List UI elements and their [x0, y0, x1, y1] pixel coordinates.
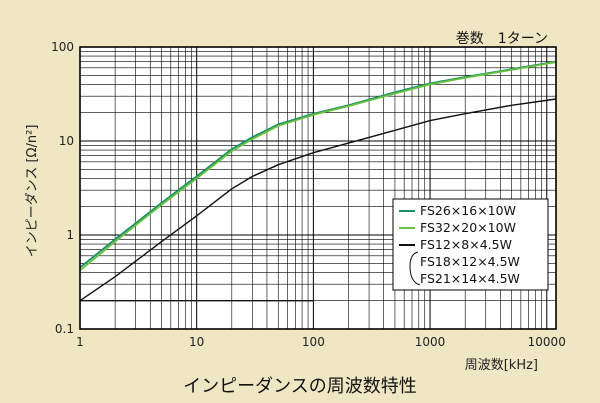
- legend-group-bracket: [409, 251, 421, 286]
- x-tick-label: 1: [76, 335, 84, 349]
- x-tick-label: 1000: [415, 335, 446, 349]
- legend-box: [392, 198, 549, 291]
- y-tick-labels: 0.1 1 10 100: [51, 40, 74, 336]
- y-tick-label: 1: [66, 228, 74, 242]
- x-tick-label: 10000: [528, 335, 566, 349]
- legend-label: FS26×16×10W: [420, 203, 516, 218]
- x-axis-label: 周波数[kHz]: [465, 358, 538, 373]
- y-tick-label: 0.1: [55, 322, 74, 336]
- legend: FS26×16×10W FS32×20×10W FS12×8×4.5W FS18…: [392, 198, 549, 291]
- legend-label: FS21×14×4.5W: [420, 271, 520, 286]
- legend-label: FS32×20×10W: [420, 220, 516, 235]
- series-line: [79, 98, 557, 302]
- legend-label: FS18×12×4.5W: [420, 254, 520, 269]
- plot-frame: [79, 46, 557, 330]
- x-tick-labels: 1 10 100 1000 10000: [76, 335, 566, 349]
- legend-label: FS12×8×4.5W: [420, 237, 512, 252]
- series-line: [79, 61, 557, 272]
- x-tick-label: 100: [302, 335, 325, 349]
- chart-title: インピーダンスの周波数特性: [183, 376, 417, 397]
- y-tick-label: 100: [51, 40, 74, 54]
- y-tick-label: 10: [59, 134, 74, 148]
- x-tick-label: 10: [189, 335, 204, 349]
- turns-note: 巻数 1ターン: [456, 31, 548, 47]
- y-axis-label: インピーダンス [Ω/n²]: [25, 125, 40, 258]
- series-layer: [79, 60, 557, 302]
